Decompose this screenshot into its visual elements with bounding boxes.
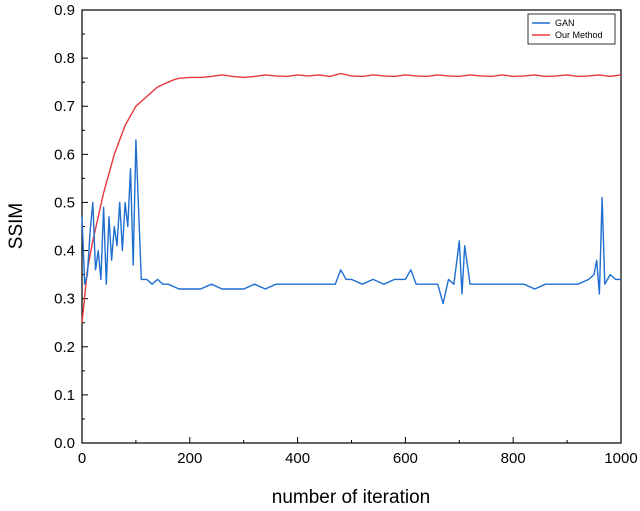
y-tick-label: 0.5 (54, 194, 75, 211)
x-tick-label: 400 (285, 450, 310, 467)
y-tick-label: 0.7 (54, 98, 75, 115)
x-tick-label: 800 (501, 450, 526, 467)
y-tick-label: 0.3 (54, 291, 75, 308)
y-tick-label: 0.6 (54, 146, 75, 163)
legend-label: GAN (555, 18, 575, 28)
legend: GAN Our Method (527, 13, 616, 45)
y-axis: 0.0 0.1 0.2 0.3 0.4 0.5 0.6 0.7 0.8 0.9 (54, 2, 88, 452)
series-layer (81, 72, 622, 323)
y-tick-label: 0.1 (54, 387, 75, 404)
x-axis-title: number of iteration (272, 487, 430, 508)
x-axis: 0 200 400 600 800 1000 (78, 437, 638, 467)
y-tick-label: 0.2 (54, 339, 75, 356)
x-tick-label: 600 (393, 450, 418, 467)
series-line-our-method (81, 72, 622, 323)
y-axis-title: SSIM (6, 203, 27, 249)
y-tick-label: 0.8 (54, 50, 75, 67)
x-tick-label: 0 (78, 450, 86, 467)
x-tick-label: 1000 (604, 450, 637, 467)
series-line-gan (81, 139, 621, 305)
plot-area (81, 9, 622, 444)
legend-box (527, 13, 616, 45)
y-tick-label: 0.4 (54, 243, 75, 260)
y-tick-label: 0.0 (54, 435, 75, 452)
legend-label: Our Method (555, 30, 603, 40)
x-tick-label: 200 (177, 450, 202, 467)
y-tick-label: 0.9 (54, 2, 75, 19)
